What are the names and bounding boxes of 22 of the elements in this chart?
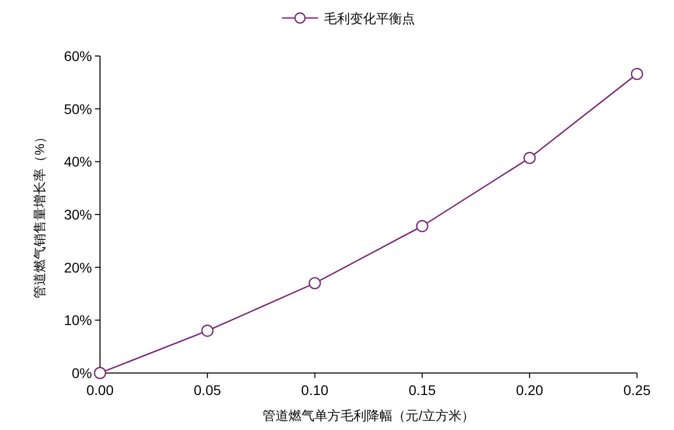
x-tick-label: 0.20 <box>516 382 544 398</box>
point <box>308 277 321 290</box>
y-tick-label: 30% <box>64 206 92 222</box>
y-tick-label: 60% <box>64 48 92 64</box>
y-axis-title: 管道燃气销售量增长率（%） <box>32 130 47 298</box>
y-tick-label: 0% <box>72 365 92 381</box>
y-tick-label: 10% <box>64 312 92 328</box>
x-tick-label: 0.10 <box>301 382 329 398</box>
x-tick-label: 0.05 <box>194 382 222 398</box>
legend-label: 毛利变化平衡点 <box>324 11 415 26</box>
y-tick-label: 50% <box>64 100 92 117</box>
x-tick-label: 0.00 <box>86 382 114 398</box>
x-tick-label: 0.15 <box>408 382 436 398</box>
x-axis-title: 管道燃气单方毛利降幅（元/立方米） <box>262 408 474 423</box>
point <box>524 152 536 164</box>
point <box>416 220 428 232</box>
point <box>94 366 106 380</box>
x-tick-label: 0.25 <box>623 382 651 398</box>
point <box>201 324 214 337</box>
point <box>630 68 644 80</box>
y-tick-label: 20% <box>64 259 92 276</box>
y-tick-label: 40% <box>64 154 92 170</box>
